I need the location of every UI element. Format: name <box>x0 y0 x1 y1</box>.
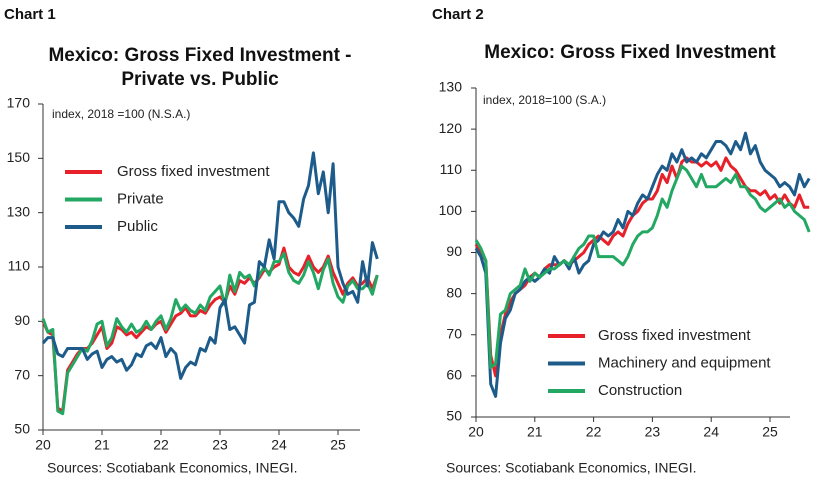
y-tick-label: 60 <box>446 367 462 383</box>
y-tick-label: 110 <box>8 258 31 274</box>
y-tick-label: 170 <box>7 95 31 111</box>
x-tick-label: 23 <box>212 437 228 453</box>
x-tick-label: 24 <box>703 424 719 440</box>
series-line <box>474 164 811 370</box>
chart-title: Mexico: Gross Fixed Investment - Private… <box>48 45 352 90</box>
y-tick-label: 90 <box>446 243 462 259</box>
source: Sources: Scotiabank Economics, INEGI. <box>47 460 298 476</box>
y-tick-label: 110 <box>440 161 463 177</box>
legend-label: Gross fixed investment <box>598 327 751 344</box>
y-tick-label: 130 <box>7 203 31 219</box>
panel-label: Chart 1 <box>4 6 56 23</box>
y-tick-label: 150 <box>7 149 31 165</box>
legend-label: Gross fixed investment <box>117 163 270 180</box>
y-tick-label: 130 <box>439 79 463 95</box>
chart-title: Mexico: Gross Fixed Investment <box>484 42 776 63</box>
y-tick-label: 50 <box>446 408 462 424</box>
y-tick-label: 120 <box>439 120 463 136</box>
x-tick-label: 25 <box>330 437 346 453</box>
legend-label: Public <box>117 218 158 235</box>
x-tick-label: 21 <box>94 437 110 453</box>
x-tick-label: 22 <box>586 424 602 440</box>
y-tick-label: 50 <box>14 421 30 437</box>
x-tick-label: 20 <box>468 424 484 440</box>
y-tick-label: 90 <box>14 312 30 328</box>
series-line <box>41 151 379 380</box>
panel-label: Chart 2 <box>432 6 484 23</box>
x-tick-label: 23 <box>645 424 661 440</box>
source: Sources: Scotiabank Economics, INEGI. <box>446 460 697 476</box>
legend-label: Private <box>117 190 164 207</box>
x-tick-label: 21 <box>527 424 543 440</box>
x-tick-label: 22 <box>153 437 169 453</box>
annotation: index, 2018=100 (S.A.) <box>483 93 606 107</box>
annotation: index, 2018 =100 (N.S.A.) <box>52 107 190 121</box>
series-line <box>41 246 379 413</box>
series-line <box>41 251 379 416</box>
x-tick-label: 24 <box>271 437 287 453</box>
legend-label: Machinery and equipment <box>598 354 771 371</box>
x-tick-label: 20 <box>35 437 51 453</box>
y-tick-label: 70 <box>446 325 462 341</box>
y-tick-label: 100 <box>439 202 463 218</box>
x-tick-label: 25 <box>762 424 778 440</box>
y-tick-label: 80 <box>446 284 462 300</box>
y-tick-label: 70 <box>14 366 30 382</box>
legend-label: Construction <box>598 382 682 399</box>
